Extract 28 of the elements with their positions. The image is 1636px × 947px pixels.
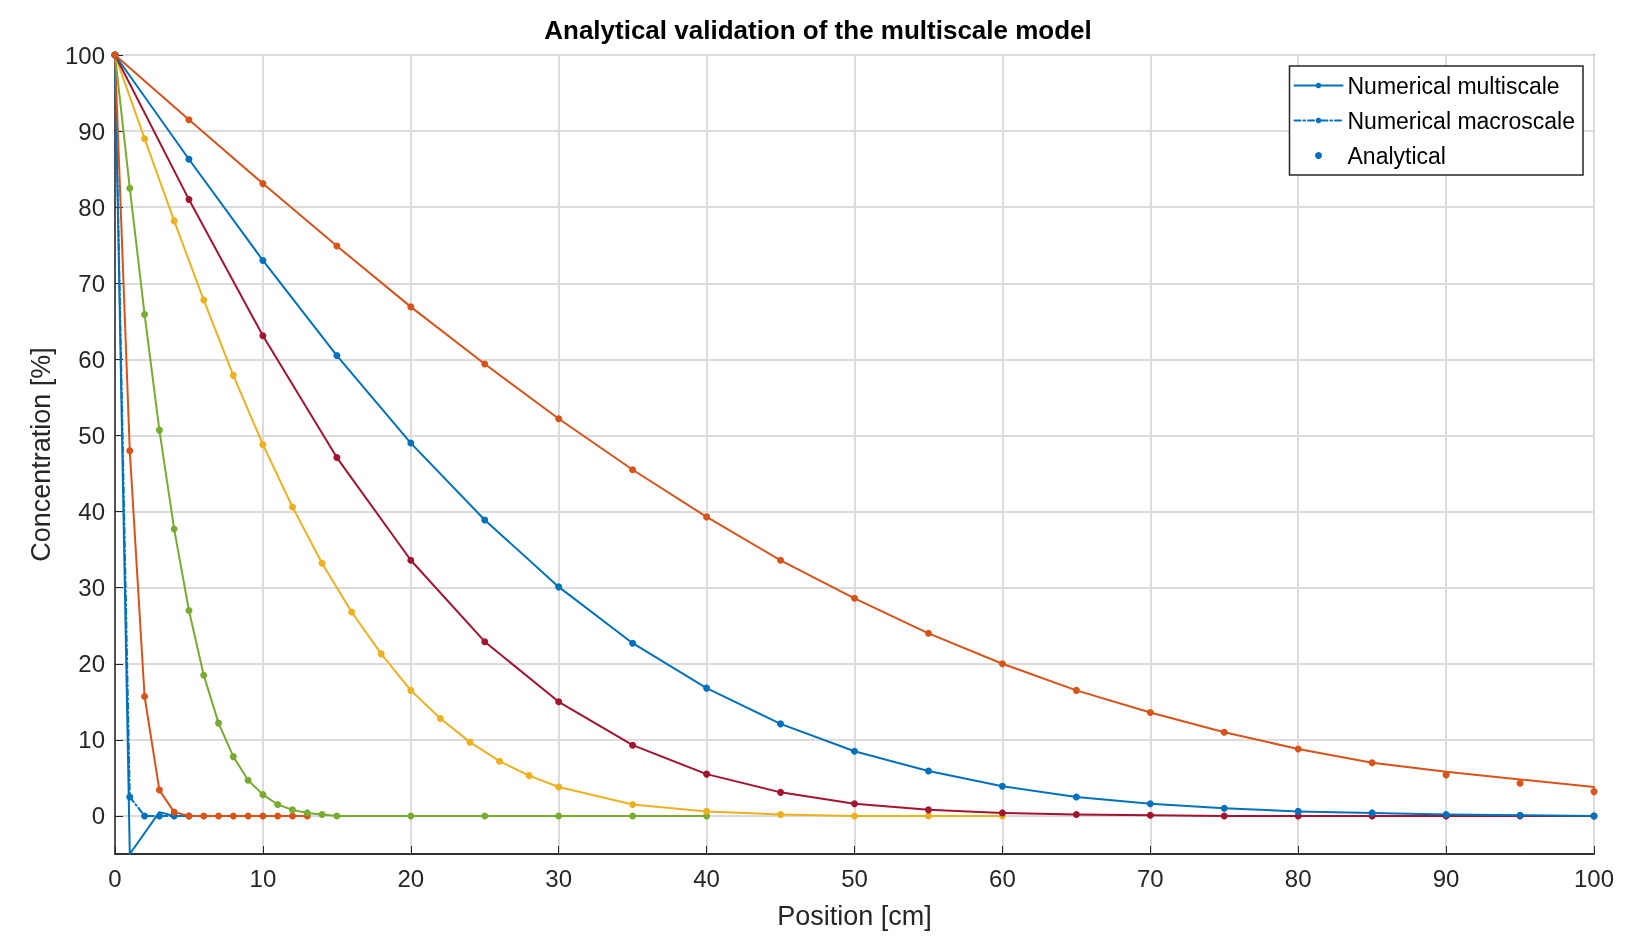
x-tick-label: 100 [1573,864,1615,892]
y-tick-label: 80 [78,193,105,221]
legend-label: Numerical macroscale [1347,107,1576,134]
x-tick-label: 10 [249,864,277,892]
x-tick-label: 30 [545,864,573,892]
x-axis-title: Position [cm] [777,900,932,931]
y-tick-label: 100 [64,41,105,69]
y-tick-label: 0 [91,802,105,830]
legend-label: Numerical multiscale [1347,72,1560,99]
x-tick-label: 80 [1284,864,1312,892]
x-tick-label: 50 [841,864,868,892]
x-tick-label: 70 [1136,864,1164,892]
x-tick-label: 20 [397,864,425,892]
y-axis-title: Concentration [%] [25,347,56,562]
y-tick-label: 50 [78,421,105,449]
y-tick-label: 40 [78,498,105,526]
x-tick-label: 40 [693,864,720,892]
x-tick-label: 60 [989,864,1016,892]
y-tick-label: 30 [78,574,105,602]
legend-label: Analytical [1347,142,1446,169]
x-tick-label: 90 [1432,864,1460,892]
y-tick-label: 90 [78,117,105,145]
y-tick-label: 10 [78,726,105,754]
chart-title: Analytical validation of the multiscale model [544,15,1092,45]
y-tick-label: 70 [78,269,105,297]
y-tick-label: 20 [78,650,105,678]
y-tick-label: 60 [78,345,105,373]
x-tick-label: 0 [108,864,122,892]
